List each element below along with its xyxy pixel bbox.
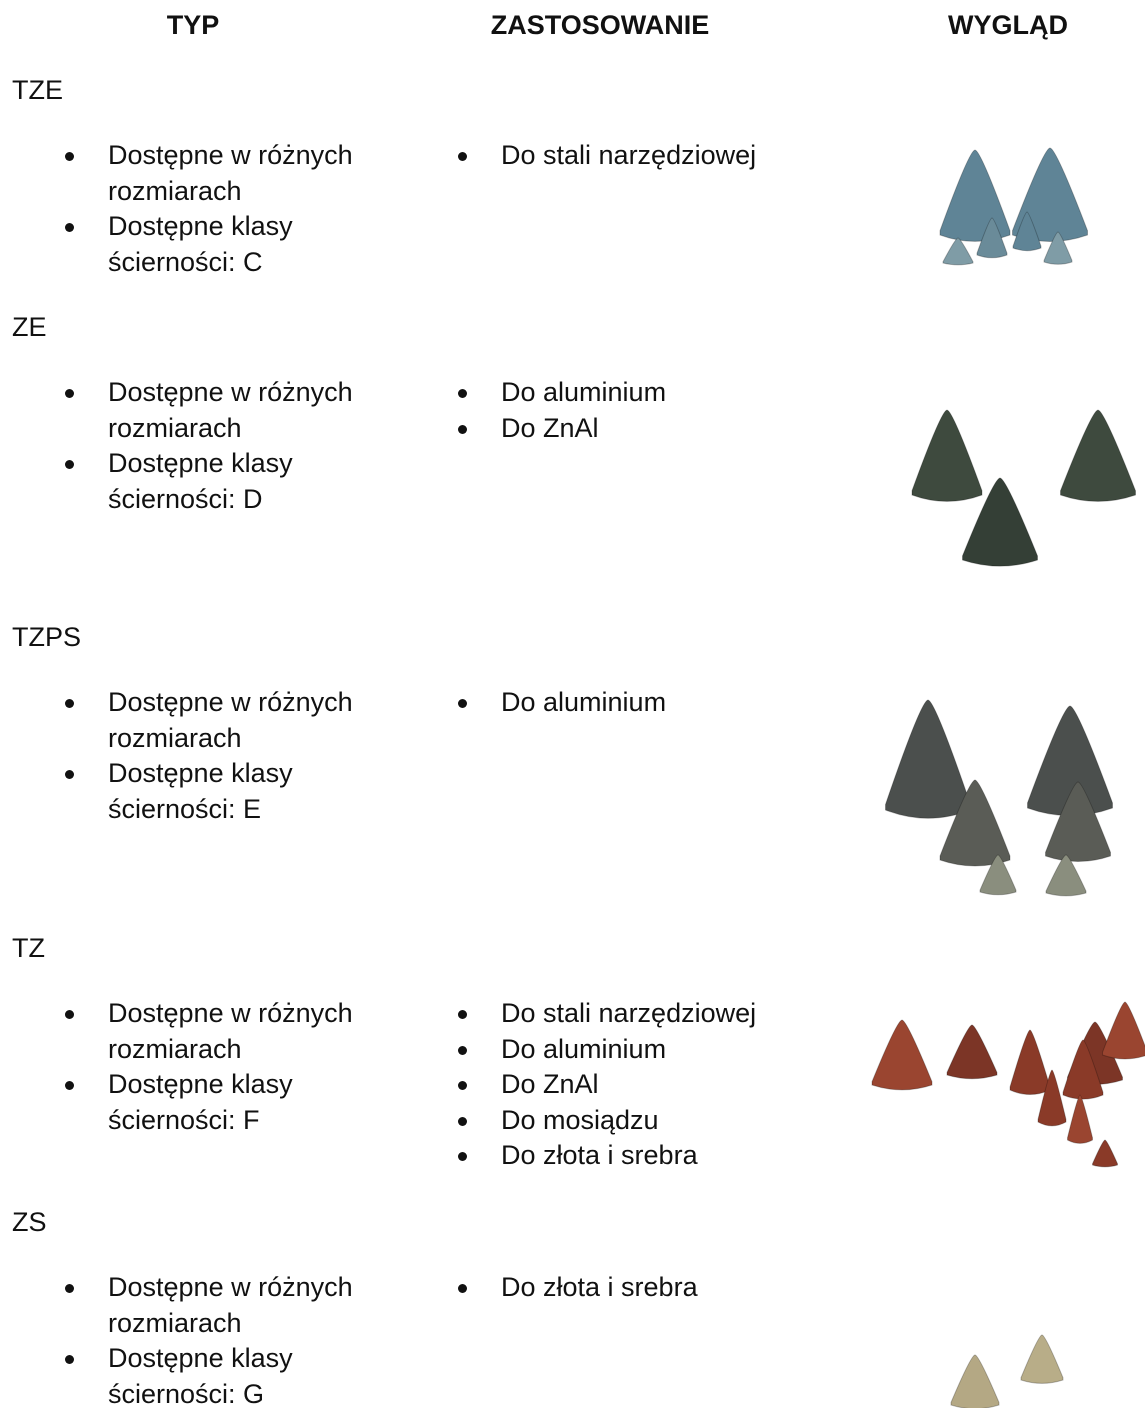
feature-item: Dostępne w różnych rozmiarach <box>65 1270 390 1341</box>
page: html, body { margin: 0; padding: 0; back… <box>0 0 1145 1408</box>
feature-item: Dostępne w różnych rozmiarach <box>65 138 390 209</box>
application-item: Do aluminium <box>458 1032 858 1068</box>
application-item: Do złota i srebra <box>458 1270 858 1306</box>
product-table: TYPZASTOSOWANIEWYGLĄDTZEDostępne w różny… <box>0 0 1145 1408</box>
cone-image <box>886 700 971 818</box>
application-item: Do stali narzędziowej <box>458 996 858 1032</box>
column-header: WYGLĄD <box>838 8 1145 42</box>
application-list: Do stali narzędziowej <box>458 138 858 174</box>
type-name: ZS <box>12 1205 47 1239</box>
body: {"header": {"columns": ["TYP", "ZASTOSOW… <box>0 0 1145 1408</box>
cone-image <box>1061 410 1136 501</box>
cone-image <box>1021 1335 1063 1383</box>
cone-image <box>947 1025 997 1079</box>
feature-item: Dostępne klasy ścierności: D <box>65 446 390 517</box>
application-list: Do aluminium <box>458 685 858 721</box>
feature-item: Dostępne w różnych rozmiarach <box>65 996 390 1067</box>
application-item: Do mosiądzu <box>458 1103 858 1139</box>
application-item: Do aluminium <box>458 685 858 721</box>
cone-image <box>1093 1140 1118 1167</box>
type-name: ZE <box>12 310 47 344</box>
application-item: Do aluminium <box>458 375 858 411</box>
cone-image <box>872 1020 932 1090</box>
feature-item: Dostępne klasy ścierności: G <box>65 1341 390 1408</box>
type-name: TZPS <box>12 620 81 654</box>
feature-item: Dostępne w różnych rozmiarach <box>65 685 390 756</box>
application-item: Do ZnAl <box>458 1067 858 1103</box>
column-header: ZASTOSOWANIE <box>430 8 770 42</box>
application-list: Do złota i srebra <box>458 1270 858 1306</box>
application-item: Do złota i srebra <box>458 1138 858 1174</box>
type-name: TZ <box>12 931 45 965</box>
feature-item: Dostępne w różnych rozmiarach <box>65 375 390 446</box>
column-header: TYP <box>23 8 363 42</box>
application-item: Do stali narzędziowej <box>458 138 858 174</box>
feature-item: Dostępne klasy ścierności: C <box>65 209 390 280</box>
cone-image <box>912 410 982 501</box>
cone-image <box>1068 1095 1093 1143</box>
application-item: Do ZnAl <box>458 411 858 447</box>
cone-image <box>1010 1030 1050 1095</box>
cone-image <box>1103 1002 1145 1059</box>
type-name: TZE <box>12 73 63 107</box>
cone-image <box>943 238 973 265</box>
cone-image <box>951 1355 999 1408</box>
feature-item: Dostępne klasy ścierności: E <box>65 756 390 827</box>
feature-item: Dostępne klasy ścierności: F <box>65 1067 390 1138</box>
cone-image <box>940 150 1010 241</box>
